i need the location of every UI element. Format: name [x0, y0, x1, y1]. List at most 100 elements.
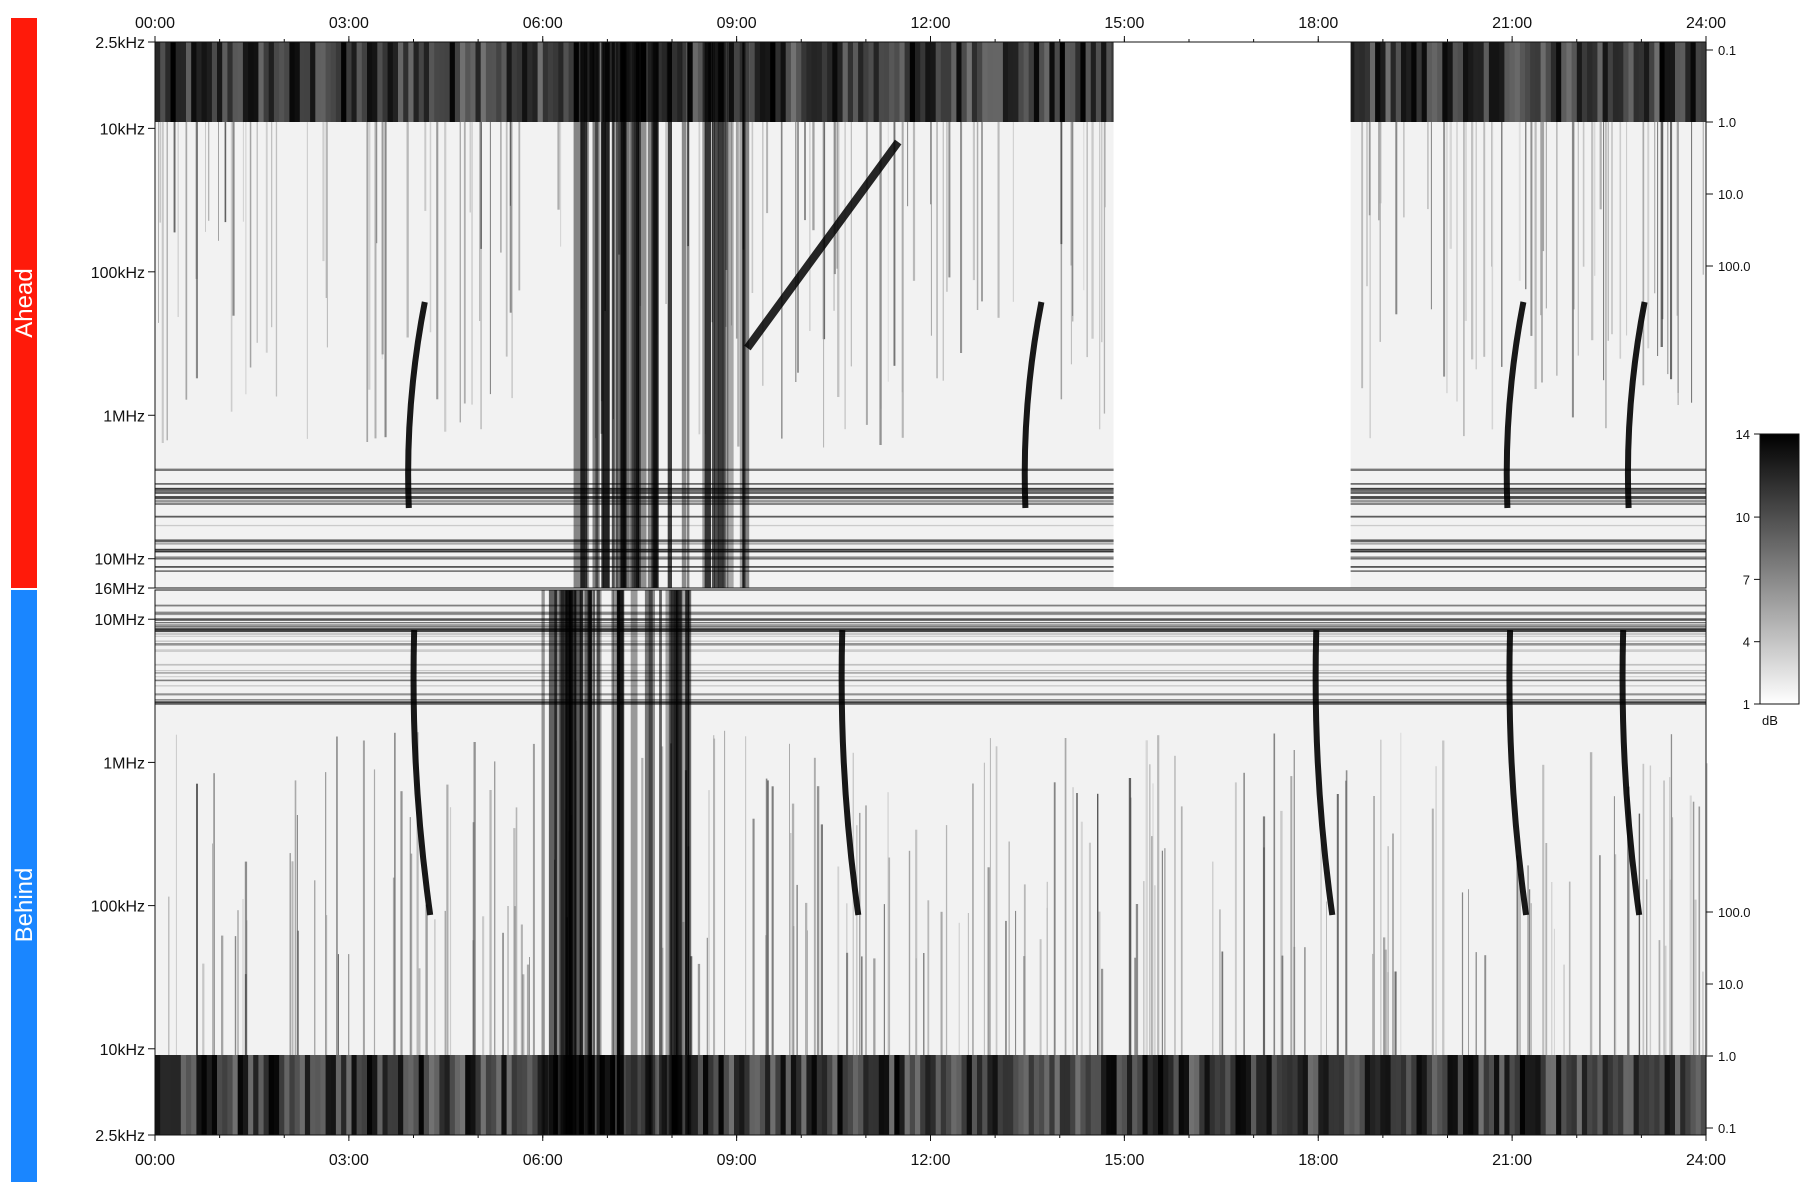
spectral-streak [1101, 122, 1102, 342]
spectral-streak [1484, 955, 1486, 1055]
low-band-strip [1153, 1055, 1159, 1135]
data-gap [1114, 42, 1351, 588]
right-tick-label: 100.0 [1718, 905, 1751, 920]
interference-line [155, 541, 1706, 542]
spectral-streak [1380, 122, 1382, 342]
low-band-strip [672, 42, 678, 122]
low-band-strip [274, 42, 280, 122]
low-band-strip [827, 1055, 833, 1135]
low-band-strip [775, 1055, 781, 1135]
low-band-strip [739, 1055, 745, 1135]
spectral-streak [708, 790, 710, 1055]
low-band-strip [1143, 1055, 1149, 1135]
interference-line [155, 612, 1706, 614]
low-band-strip [1489, 1055, 1495, 1135]
interference-line [155, 539, 1706, 542]
low-band-strip [300, 1055, 306, 1135]
spectral-streak [1703, 122, 1704, 275]
spectral-streak [641, 758, 643, 1055]
storm-mark [673, 590, 677, 1135]
low-band-strip [269, 1055, 275, 1135]
low-band-strip [1277, 1055, 1283, 1135]
low-band-strip [238, 42, 244, 122]
low-band-strip [967, 42, 973, 122]
low-band-strip [486, 42, 492, 122]
low-band-strip [1556, 1055, 1562, 1135]
low-band-strip [853, 42, 859, 122]
low-band-strip [920, 1055, 926, 1135]
spectral-streak [326, 122, 327, 298]
low-band-strip [295, 42, 301, 122]
low-band-strip [1055, 42, 1061, 122]
low-band-strip [1246, 1055, 1252, 1135]
spectral-streak [1646, 879, 1647, 1055]
spectral-streak [837, 867, 839, 1056]
low-band-strip [326, 1055, 332, 1135]
spectral-streak [889, 858, 891, 1056]
low-band-strip [320, 1055, 326, 1135]
spectral-streak [212, 844, 213, 1056]
low-band-strip [1670, 1055, 1676, 1135]
spectral-streak [781, 122, 782, 299]
colorbar-tick-label: 7 [1743, 572, 1750, 587]
low-band-strip [863, 1055, 869, 1135]
spectral-streak [851, 122, 852, 366]
low-band-strip [1453, 42, 1459, 122]
low-band-strip [532, 42, 538, 122]
spectral-streak [1608, 122, 1609, 341]
low-band-strip [295, 1055, 301, 1135]
low-band-strip [269, 42, 275, 122]
spectral-streak [1519, 874, 1521, 1055]
spectral-streak [1457, 122, 1458, 402]
spectral-streak [1626, 122, 1627, 336]
low-band-strip [1458, 42, 1464, 122]
low-band-strip [465, 1055, 471, 1135]
spectral-streak [1620, 122, 1622, 359]
spectral-streak [527, 965, 529, 1055]
colorbar-tick-label: 1 [1743, 697, 1750, 712]
low-band-strip [1148, 1055, 1154, 1135]
low-band-strip [569, 42, 575, 122]
low-band-strip [362, 42, 368, 122]
spectral-streak [235, 936, 236, 1055]
freq-tick-label-ahead: 10kHz [100, 121, 145, 138]
spectral-streak [1603, 122, 1604, 380]
low-band-strip [476, 42, 482, 122]
spectral-streak [1530, 122, 1532, 336]
spectral-streak [948, 122, 950, 277]
low-band-strip [1484, 42, 1490, 122]
storm-mark [595, 42, 598, 588]
spectral-streak [266, 122, 268, 353]
spectral-streak [322, 122, 324, 261]
low-band-strip [781, 1055, 787, 1135]
low-band-strip [1665, 1055, 1671, 1135]
low-band-strip [1251, 1055, 1257, 1135]
low-band-strip [1065, 42, 1071, 122]
low-band-strip [222, 42, 228, 122]
low-band-strip [258, 42, 264, 122]
spectral-streak [202, 964, 204, 1055]
low-band-strip [383, 1055, 389, 1135]
spectral-streak [1657, 122, 1658, 356]
spectral-streak [1659, 940, 1661, 1055]
spectral-streak [160, 122, 161, 223]
low-band-strip [1660, 42, 1666, 122]
low-band-strip [1406, 1055, 1412, 1135]
low-band-strip [858, 1055, 864, 1135]
low-band-strip [352, 42, 358, 122]
low-band-strip [1189, 1055, 1195, 1135]
spectral-streak [927, 900, 929, 1055]
storm-mark [712, 42, 715, 588]
low-band-strip [1205, 1055, 1211, 1135]
low-band-strip [1670, 42, 1676, 122]
interference-line [155, 701, 1706, 704]
spectral-streak [276, 122, 277, 397]
low-band-strip [1091, 42, 1097, 122]
spectral-streak [1105, 122, 1106, 207]
low-band-strip [1499, 42, 1505, 122]
spectral-streak [1101, 969, 1103, 1055]
low-band-strip [1675, 42, 1681, 122]
low-band-strip [1535, 1055, 1541, 1135]
storm-mark [593, 590, 595, 1135]
spectral-streak [1212, 862, 1214, 1055]
